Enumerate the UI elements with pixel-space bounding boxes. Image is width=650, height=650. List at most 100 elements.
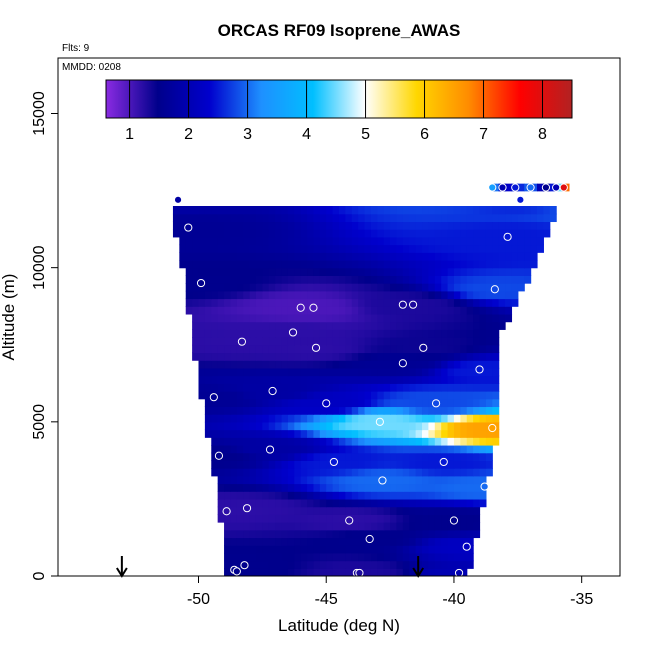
field-cell xyxy=(211,360,219,369)
field-cell xyxy=(249,529,257,539)
field-cell xyxy=(287,537,295,546)
field-cell xyxy=(415,429,423,438)
field-cell xyxy=(236,506,244,515)
field-cell xyxy=(230,406,238,415)
field-cell xyxy=(390,421,398,431)
field-cell xyxy=(364,313,372,323)
field-cell xyxy=(307,375,315,384)
field-cell xyxy=(262,275,270,284)
field-cell xyxy=(466,421,474,431)
field-cell xyxy=(281,468,289,477)
field-cell xyxy=(466,313,474,323)
field-cell xyxy=(243,267,251,276)
field-cell xyxy=(485,283,493,292)
field-cell xyxy=(281,560,289,569)
field-cell xyxy=(466,491,474,500)
field-cell xyxy=(275,298,283,307)
field-cell xyxy=(268,452,276,461)
field-cell xyxy=(485,437,493,446)
field-cell xyxy=(204,375,212,384)
field-cell xyxy=(473,306,481,315)
field-cell xyxy=(332,545,340,554)
field-cell xyxy=(358,367,366,377)
field-cell xyxy=(377,437,385,446)
field-cell xyxy=(313,391,321,400)
field-cell xyxy=(434,329,442,338)
field-cell xyxy=(396,313,404,323)
field-cell xyxy=(313,306,321,315)
field-cell xyxy=(192,252,200,261)
field-cell xyxy=(473,321,481,330)
field-cell xyxy=(224,483,232,492)
field-cell xyxy=(332,429,340,438)
field-cell xyxy=(243,221,251,230)
field-cell xyxy=(313,321,321,330)
field-cell xyxy=(479,267,487,276)
field-cell xyxy=(422,283,430,292)
field-cell xyxy=(255,522,263,531)
field-cell xyxy=(460,529,468,539)
field-cell xyxy=(217,252,225,261)
field-cell xyxy=(377,498,385,508)
field-cell xyxy=(332,275,340,284)
field-cell xyxy=(313,229,321,238)
field-cell xyxy=(345,298,353,307)
sample-point xyxy=(498,183,507,192)
field-cell xyxy=(307,267,315,276)
field-cell xyxy=(185,259,193,269)
field-cell xyxy=(460,552,468,562)
sample-point xyxy=(309,303,318,312)
field-cell xyxy=(243,229,251,238)
field-cell xyxy=(281,537,289,546)
field-cell xyxy=(402,221,410,230)
field-cell xyxy=(185,290,193,300)
field-cell xyxy=(351,421,359,431)
field-cell xyxy=(332,391,340,400)
field-cell xyxy=(409,421,417,431)
field-cell xyxy=(345,229,353,238)
field-cell xyxy=(415,398,423,408)
field-cell xyxy=(396,468,404,477)
field-cell xyxy=(236,329,244,338)
field-cell xyxy=(307,383,315,392)
field-cell xyxy=(460,290,468,300)
field-cell xyxy=(294,522,302,531)
field-cell xyxy=(249,236,257,246)
field-cell xyxy=(262,414,270,423)
field-cell xyxy=(460,244,468,253)
field-cell xyxy=(300,391,308,400)
field-cell xyxy=(211,229,219,238)
field-cell xyxy=(364,259,372,269)
field-cell xyxy=(287,344,295,354)
field-cell xyxy=(243,244,251,253)
field-cell xyxy=(294,468,302,477)
field-cell xyxy=(217,360,225,369)
sample-point xyxy=(488,423,497,433)
field-cell xyxy=(236,468,244,477)
field-cell xyxy=(460,475,468,485)
field-cell xyxy=(287,298,295,307)
field-cell xyxy=(204,252,212,261)
field-cell xyxy=(428,383,436,392)
field-cell xyxy=(351,236,359,246)
field-cell xyxy=(434,491,442,500)
field-cell xyxy=(383,252,391,261)
field-cell xyxy=(402,236,410,246)
field-cell xyxy=(428,206,436,215)
field-cell xyxy=(281,398,289,408)
colorbar-tick-label: 6 xyxy=(420,126,429,143)
field-cell xyxy=(453,329,461,338)
field-cell xyxy=(466,522,474,531)
sample-point xyxy=(526,183,535,192)
field-cell xyxy=(275,313,283,323)
field-cell xyxy=(358,221,366,230)
field-cell xyxy=(287,429,295,438)
field-cell xyxy=(447,221,455,230)
field-cell xyxy=(313,498,321,508)
field-cell xyxy=(307,552,315,562)
field-cell xyxy=(402,244,410,253)
field-cell xyxy=(466,329,474,338)
field-cell xyxy=(415,213,423,223)
sample-point xyxy=(449,516,459,525)
field-cell xyxy=(415,444,423,454)
